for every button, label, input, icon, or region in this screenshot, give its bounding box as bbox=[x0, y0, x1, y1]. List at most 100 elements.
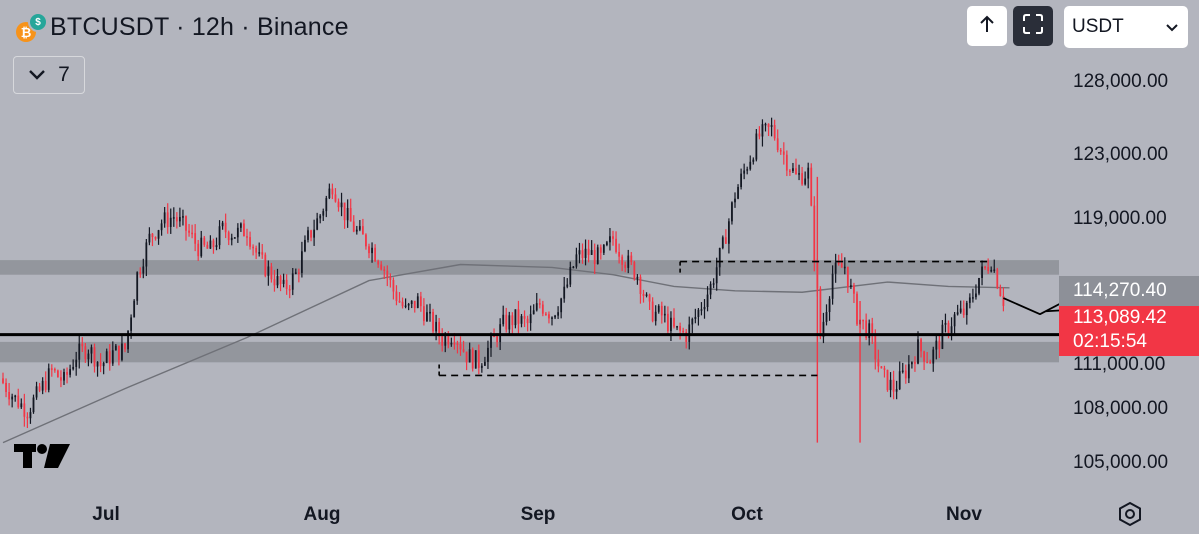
candle-body bbox=[227, 232, 230, 241]
candle-body bbox=[175, 217, 178, 222]
indicators-toggle-button[interactable]: 7 bbox=[13, 56, 85, 94]
candle-body bbox=[901, 370, 904, 372]
candle-body bbox=[490, 335, 492, 348]
candle-body bbox=[807, 167, 810, 179]
candle-body bbox=[578, 250, 581, 255]
candle-body bbox=[224, 222, 227, 233]
candle-body bbox=[325, 198, 328, 212]
candle-body bbox=[349, 208, 352, 222]
candle-body bbox=[999, 287, 1002, 297]
candle-body bbox=[69, 369, 71, 375]
currency-select[interactable]: USDT bbox=[1064, 6, 1188, 48]
candle-body bbox=[965, 302, 968, 316]
candle-body bbox=[929, 361, 932, 364]
candle-body bbox=[590, 250, 593, 255]
candle-body bbox=[365, 234, 367, 247]
candle-body bbox=[139, 272, 142, 274]
candle-body bbox=[87, 353, 90, 360]
y-axis-tick: 119,000.00 bbox=[1073, 208, 1167, 229]
candle-body bbox=[267, 266, 270, 276]
candle-body bbox=[606, 242, 608, 245]
candle-body bbox=[63, 371, 65, 381]
candle-body bbox=[148, 233, 151, 243]
candle-body bbox=[904, 370, 907, 379]
price-zone bbox=[0, 341, 1059, 363]
candle-body bbox=[862, 319, 864, 322]
candle-body bbox=[761, 124, 764, 137]
candle-body bbox=[685, 332, 688, 342]
candle-body bbox=[246, 236, 248, 238]
price-chart[interactable] bbox=[0, 0, 1059, 500]
candle-body bbox=[679, 326, 681, 331]
candle-body bbox=[941, 324, 944, 349]
candle-body bbox=[545, 313, 547, 316]
candle-body bbox=[416, 296, 419, 308]
candle-body bbox=[93, 347, 96, 367]
candle-body bbox=[44, 380, 47, 390]
candle-body bbox=[310, 230, 312, 238]
candle-body bbox=[66, 371, 68, 375]
x-axis-tick: Jul bbox=[92, 504, 120, 525]
candle-body bbox=[307, 230, 309, 240]
candle-body bbox=[441, 336, 444, 346]
snapshot-button[interactable] bbox=[967, 6, 1007, 46]
candle-body bbox=[316, 218, 319, 230]
symbol-title[interactable]: BTCUSDT · 12h · Binance bbox=[50, 12, 349, 41]
candle-body bbox=[114, 345, 117, 351]
candle-body bbox=[474, 350, 477, 369]
candle-body bbox=[14, 395, 17, 398]
candle-body bbox=[200, 237, 203, 257]
candle-body bbox=[770, 125, 773, 127]
candle-body bbox=[435, 321, 437, 332]
candle-body bbox=[72, 366, 75, 370]
candle-body bbox=[822, 321, 825, 337]
candle-body bbox=[401, 301, 404, 307]
candle-body bbox=[502, 314, 505, 325]
candle-body bbox=[75, 359, 78, 367]
candle-body bbox=[288, 289, 291, 291]
candle-body bbox=[121, 343, 123, 360]
candle-body bbox=[898, 371, 901, 390]
candle-body bbox=[389, 276, 392, 280]
candle-body bbox=[188, 230, 190, 233]
candle-body bbox=[377, 261, 380, 265]
candle-body bbox=[968, 297, 971, 303]
candle-body bbox=[145, 242, 148, 267]
candle-body bbox=[731, 202, 733, 222]
candle-body bbox=[718, 248, 721, 268]
candle-body bbox=[962, 308, 965, 316]
candle-body bbox=[505, 314, 508, 330]
candle-body bbox=[465, 351, 468, 363]
candle-body bbox=[538, 303, 541, 305]
candle-body bbox=[785, 154, 788, 171]
candle-body bbox=[255, 247, 258, 253]
candle-body bbox=[447, 335, 450, 345]
candle-body bbox=[429, 311, 431, 314]
candle-body bbox=[843, 266, 846, 269]
tradingview-logo-icon[interactable] bbox=[14, 440, 72, 475]
candle-body bbox=[938, 340, 941, 349]
candle-body bbox=[96, 362, 99, 367]
candle-body bbox=[749, 161, 752, 170]
x-axis-tick: Sep bbox=[520, 504, 556, 525]
candle-body bbox=[642, 293, 645, 296]
settings-icon[interactable] bbox=[1116, 500, 1144, 533]
y-axis-tick: 105,000.00 bbox=[1073, 452, 1169, 473]
candle-body bbox=[740, 173, 742, 188]
candle-body bbox=[609, 236, 611, 243]
candle-body bbox=[764, 123, 767, 126]
candle-body bbox=[645, 294, 648, 296]
candle-body bbox=[221, 222, 224, 227]
candle-body bbox=[782, 151, 785, 155]
candle-body bbox=[270, 266, 273, 280]
candle-body bbox=[8, 392, 10, 400]
candle-body bbox=[953, 314, 956, 327]
candle-body bbox=[386, 270, 389, 277]
candle-body bbox=[17, 395, 20, 408]
candle-body bbox=[371, 247, 373, 254]
candle-body bbox=[560, 298, 563, 313]
candle-body bbox=[197, 243, 200, 257]
fullscreen-button[interactable] bbox=[1013, 6, 1053, 46]
candle-body bbox=[517, 309, 520, 324]
candle-body bbox=[746, 169, 749, 171]
